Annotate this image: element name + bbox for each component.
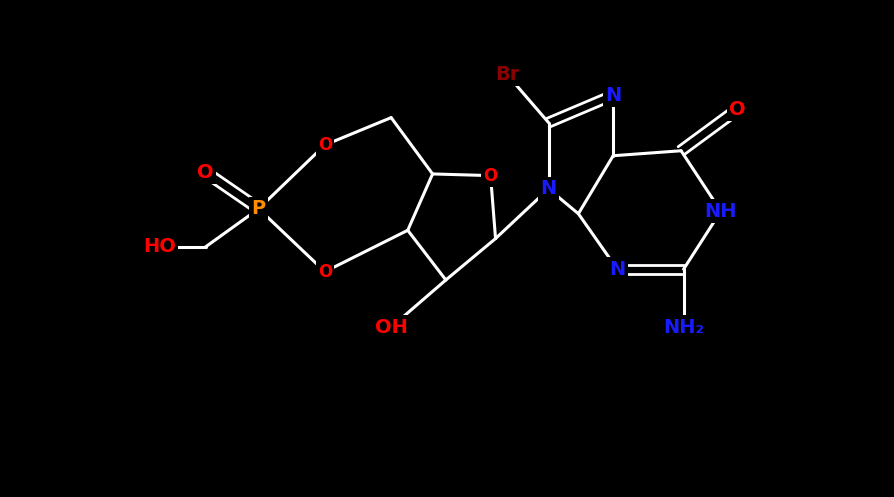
Text: OH: OH	[375, 318, 407, 336]
Text: NH: NH	[704, 202, 737, 221]
Text: HO: HO	[143, 238, 175, 256]
Text: N: N	[604, 86, 620, 105]
Text: O: O	[197, 163, 214, 182]
Text: Br: Br	[494, 65, 519, 84]
Text: O: O	[317, 136, 332, 154]
Text: O: O	[729, 100, 745, 119]
Text: NH₂: NH₂	[662, 318, 704, 336]
Text: P: P	[251, 199, 266, 218]
Text: O: O	[317, 263, 332, 281]
Text: N: N	[540, 179, 556, 198]
Text: O: O	[483, 166, 497, 184]
Text: N: N	[609, 260, 625, 279]
